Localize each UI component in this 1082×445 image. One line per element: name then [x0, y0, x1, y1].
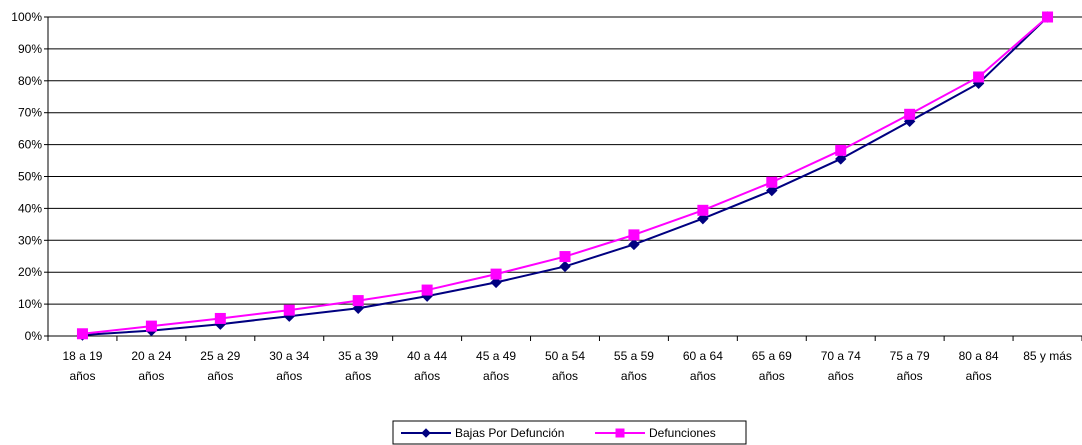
axes: [44, 16, 1082, 341]
y-tick-label: 70%: [18, 106, 42, 120]
x-tick-label: años: [828, 369, 854, 383]
data-point: [628, 238, 640, 251]
x-tick-label: 75 a 79: [890, 349, 930, 363]
x-tick-label: años: [276, 369, 302, 383]
x-tick-label: 60 a 64: [683, 349, 723, 363]
x-tick-label: 20 a 24: [131, 349, 171, 363]
x-tick-label: años: [138, 369, 164, 383]
data-point: [904, 108, 916, 120]
data-point: [1042, 11, 1054, 23]
x-tick-label: años: [483, 369, 509, 383]
data-point: [766, 176, 778, 188]
x-tick-label: 25 a 29: [200, 349, 240, 363]
series-1: [76, 11, 1054, 340]
x-tick-label: 65 a 69: [752, 349, 792, 363]
data-point: [835, 144, 847, 156]
x-tick-label: 85 y más: [1023, 349, 1072, 363]
x-tick-label: años: [345, 369, 371, 383]
data-point: [214, 312, 226, 324]
y-tick-label: 40%: [18, 201, 42, 215]
x-tick-label: 45 a 49: [476, 349, 516, 363]
y-tick-label: 30%: [18, 233, 42, 247]
x-tick-label: años: [759, 369, 785, 383]
legend: Bajas Por Defunción Defunciones: [392, 420, 747, 445]
data-point: [283, 304, 295, 316]
x-tick-label: 50 a 54: [545, 349, 585, 363]
x-tick-label: años: [690, 369, 716, 383]
legend-label: Bajas Por Defunción: [455, 426, 564, 440]
y-tick-label: 90%: [18, 42, 42, 56]
data-point: [76, 328, 88, 340]
x-tick-label: años: [621, 369, 647, 383]
legend-marker: [615, 428, 625, 438]
x-tick-label: 80 a 84: [959, 349, 999, 363]
x-tick-label: 70 a 74: [821, 349, 861, 363]
x-tick-label: 40 a 44: [407, 349, 447, 363]
data-point: [697, 212, 709, 225]
x-tick-label: años: [69, 369, 95, 383]
data-point: [628, 229, 640, 241]
y-tick-label: 60%: [18, 138, 42, 152]
y-tick-label: 10%: [18, 297, 42, 311]
legend-box: [392, 420, 747, 445]
y-axis-tick-labels: 0% 10% 20% 30% 40% 50% 60% 70% 80% 90% 100%: [11, 10, 42, 343]
data-point: [145, 320, 157, 332]
x-tick-label: 35 a 39: [338, 349, 378, 363]
data-point: [559, 260, 571, 273]
data-point: [559, 251, 571, 263]
data-point: [973, 71, 985, 83]
x-axis-tick-labels: 18 a 19 años 20 a 24 años 25 a 29 años 30 a 34…: [62, 349, 1071, 383]
data-point: [766, 184, 778, 197]
legend-marker: [421, 428, 431, 438]
y-tick-label: 100%: [11, 10, 42, 24]
legend-label: Defunciones: [649, 426, 716, 440]
x-tick-label: 30 a 34: [269, 349, 309, 363]
x-tick-label: años: [552, 369, 578, 383]
y-tick-label: 0%: [25, 329, 43, 343]
data-point: [490, 276, 502, 289]
data-point: [352, 295, 364, 307]
x-tick-label: 18 a 19: [62, 349, 102, 363]
x-tick-label: años: [414, 369, 440, 383]
series-lines: [76, 11, 1054, 341]
x-tick-label: años: [966, 369, 992, 383]
data-point: [490, 268, 502, 280]
gridlines: [48, 16, 1082, 305]
data-point: [421, 284, 433, 296]
x-tick-label: años: [897, 369, 923, 383]
y-tick-label: 80%: [18, 74, 42, 88]
data-point: [835, 153, 847, 165]
series-line: [82, 16, 1049, 335]
x-tick-label: años: [207, 369, 233, 383]
data-point: [697, 204, 709, 216]
y-tick-label: 20%: [18, 265, 42, 279]
x-tick-label: 55 a 59: [614, 349, 654, 363]
y-tick-label: 50%: [18, 170, 42, 184]
